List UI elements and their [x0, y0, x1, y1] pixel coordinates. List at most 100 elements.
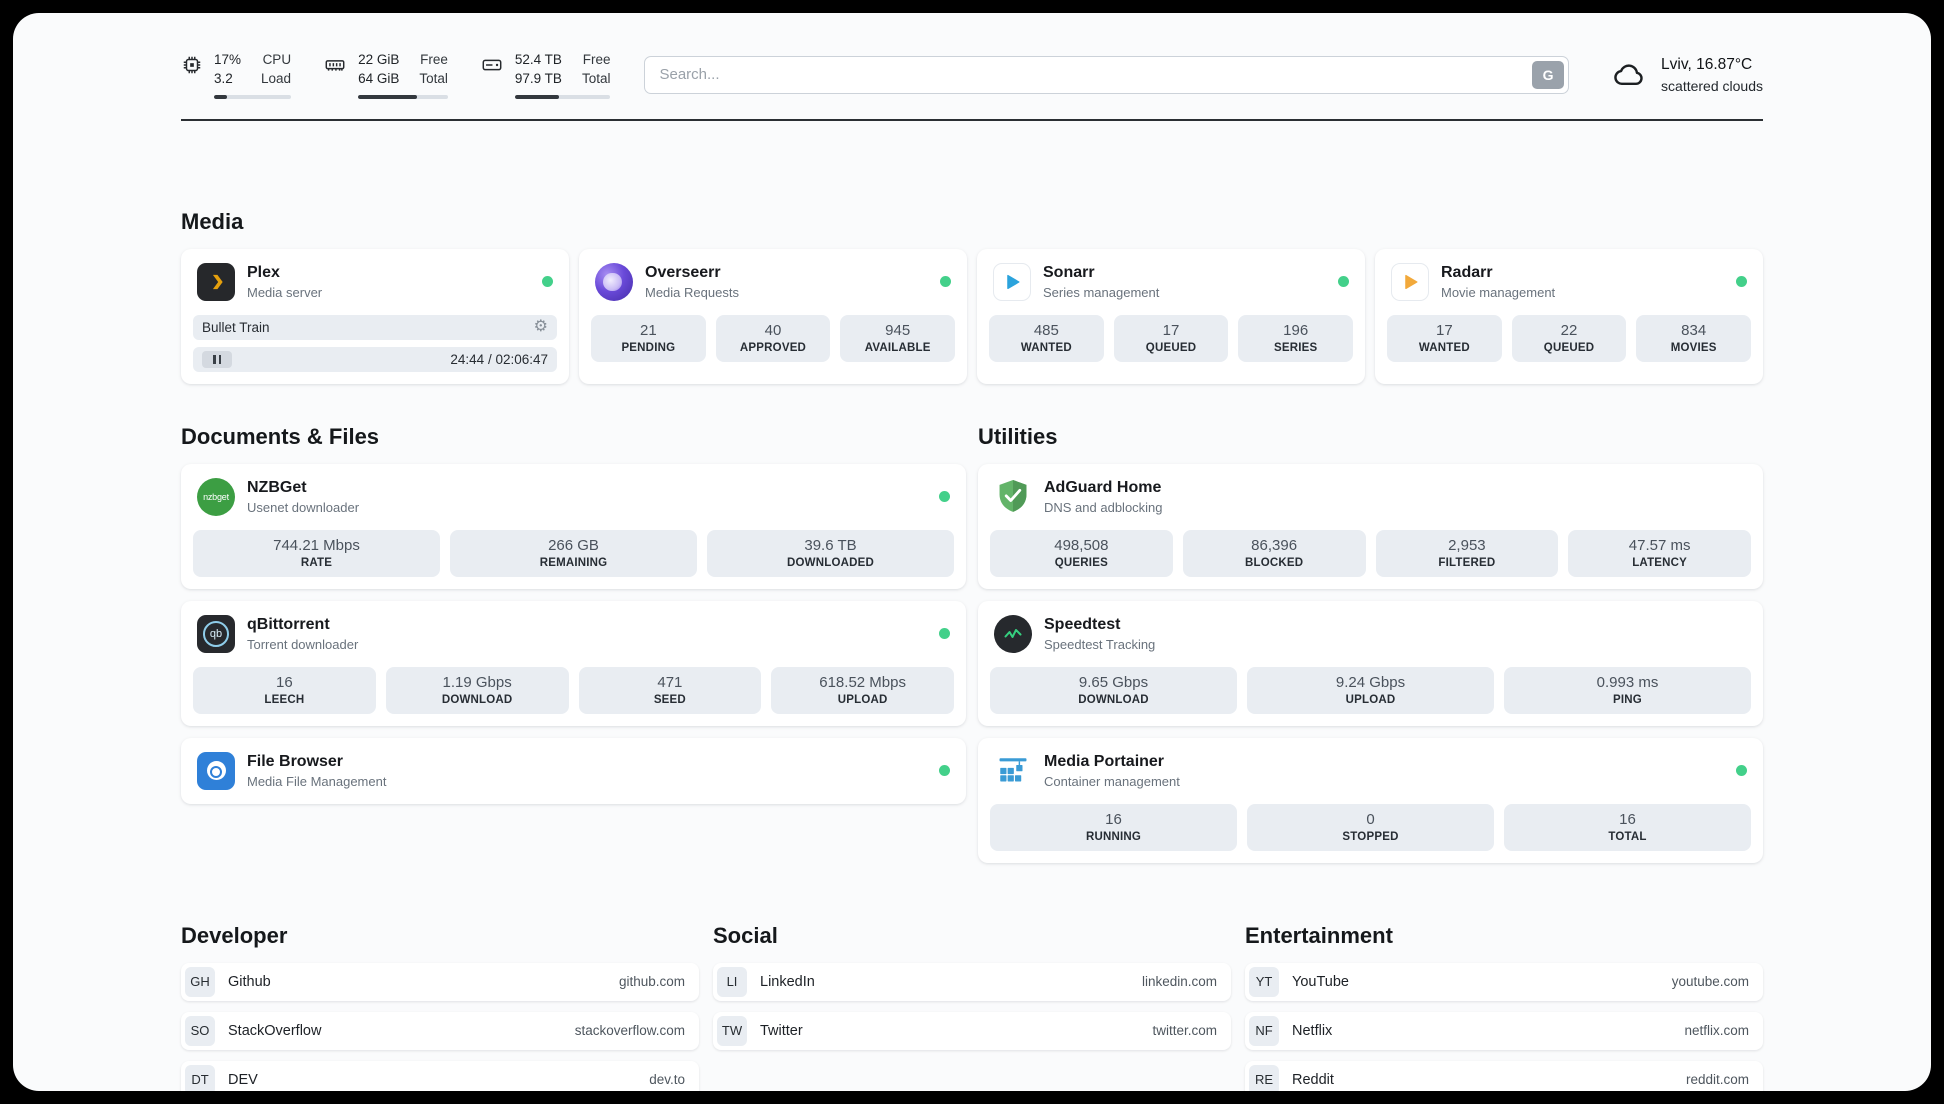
- stat-queued: 22 QUEUED: [1511, 314, 1627, 362]
- bookmark-name: DEV: [228, 1071, 258, 1088]
- column-social: Social LI LinkedIn linkedin.com TW Twitt…: [713, 923, 1231, 1050]
- app-card-plex[interactable]: Plex Media server Bullet Train ⚙ 24:44 /…: [181, 248, 569, 384]
- app-card-radarr[interactable]: Radarr Movie management 17 WANTED 22 QUE…: [1375, 248, 1763, 384]
- stat-label: LATENCY: [1632, 556, 1688, 569]
- stat-value: 945: [885, 321, 911, 339]
- metric-cpu: 17% CPU 3.2 Load: [181, 51, 292, 99]
- app-subtitle: DNS and adblocking: [1044, 500, 1163, 516]
- app-card-qbittorrent[interactable]: qb qBittorrent Torrent downloader 16: [181, 600, 966, 726]
- column-documents: Documents & Files nzbget NZBGet Usenet d…: [181, 424, 966, 804]
- bookmark-abbr: RE: [1249, 1064, 1279, 1091]
- stat-label: LEECH: [264, 693, 305, 706]
- stat-value: 834: [1681, 321, 1707, 339]
- topbar: 17% CPU 3.2 Load: [181, 13, 1763, 99]
- stats-row: 744.21 Mbps RATE 266 GB REMAINING 39.6 T…: [181, 529, 966, 589]
- stat-leech: 16 LEECH: [193, 666, 376, 714]
- sonarr-icon: [993, 262, 1031, 301]
- stat-stopped: 0 STOPPED: [1247, 803, 1494, 851]
- stat-value: 1.19 Gbps: [442, 673, 512, 691]
- app-name: File Browser: [247, 753, 344, 771]
- bookmark-url: netflix.com: [1684, 1023, 1749, 1039]
- bookmark-linkedin[interactable]: LI LinkedIn linkedin.com: [713, 962, 1231, 1001]
- app-card-sonarr[interactable]: Sonarr Series management 485 WANTED 17 Q…: [977, 248, 1365, 384]
- bookmark-abbr: NF: [1249, 1015, 1279, 1046]
- stat-value: 9.65 Gbps: [1078, 673, 1149, 691]
- app-name: Overseerr: [645, 264, 721, 282]
- radarr-icon: [1391, 262, 1429, 301]
- memory-total-label: Total: [419, 70, 448, 86]
- app-subtitle: Usenet downloader: [247, 500, 360, 516]
- stat-ping: 0.993 ms PING: [1504, 666, 1751, 714]
- section-media-title: Media: [181, 208, 244, 234]
- stat-value: 485: [1033, 321, 1059, 339]
- column-developer: Developer GH Github github.com SO StackO…: [181, 923, 699, 1091]
- bookmark-youtube[interactable]: YT YouTube youtube.com: [1245, 962, 1763, 1001]
- bookmark-name: Github: [228, 973, 271, 990]
- stat-label: MOVIES: [1670, 341, 1717, 354]
- bookmark-netflix[interactable]: NF Netflix netflix.com: [1245, 1011, 1763, 1050]
- stat-download: 1.19 Gbps DOWNLOAD: [385, 666, 569, 714]
- app-subtitle: Media Requests: [645, 285, 739, 301]
- search-engine-button[interactable]: G: [1532, 60, 1565, 89]
- bookmark-name: StackOverflow: [228, 1022, 322, 1039]
- dashboard-page: 17% CPU 3.2 Load: [13, 13, 1931, 1091]
- speedtest-icon: [994, 614, 1032, 653]
- stat-value: 16: [1105, 810, 1122, 828]
- topbar-divider: [181, 118, 1763, 121]
- bookmark-twitter[interactable]: TW Twitter twitter.com: [713, 1011, 1231, 1050]
- stat-approved: 40 APPROVED: [715, 314, 831, 362]
- weather-widget: Lviv, 16.87°C scattered clouds: [1611, 54, 1763, 97]
- stat-label: AVAILABLE: [864, 341, 931, 354]
- bookmark-reddit[interactable]: RE Reddit reddit.com: [1245, 1060, 1763, 1091]
- app-card-overseerr[interactable]: Overseerr Media Requests 21 PENDING 40 A…: [579, 248, 967, 384]
- memory-progress-bar: [358, 94, 448, 99]
- portainer-icon: [994, 752, 1032, 790]
- stat-label: DOWNLOAD: [441, 693, 513, 706]
- section-utilities-title: Utilities: [978, 423, 1058, 449]
- stat-label: RUNNING: [1085, 830, 1142, 843]
- stat-label: STOPPED: [1342, 830, 1399, 843]
- disk-progress-bar: [514, 94, 611, 99]
- metric-memory: 22 GiB Free 64 GiB Total: [323, 51, 448, 99]
- app-name: NZBGet: [247, 479, 307, 497]
- stat-label: RATE: [300, 556, 333, 569]
- stats-row: 498,508 QUERIES 86,396 BLOCKED 2,953 FIL…: [978, 529, 1763, 589]
- status-online-dot: [1338, 276, 1349, 288]
- app-card-portainer[interactable]: Media Portainer Container management 16 …: [978, 737, 1763, 863]
- app-card-filebrowser[interactable]: File Browser Media File Management: [181, 737, 966, 804]
- app-name: Plex: [247, 264, 280, 282]
- stat-label: TOTAL: [1608, 830, 1647, 843]
- cpu-progress-bar: [214, 94, 292, 99]
- app-card-adguard[interactable]: AdGuard Home DNS and adblocking 498,508 …: [978, 463, 1763, 589]
- stat-value: 0: [1366, 810, 1375, 828]
- stat-value: 21: [639, 321, 657, 339]
- stat-remaining: 266 GB REMAINING: [450, 529, 697, 577]
- bookmark-stackoverflow[interactable]: SO StackOverflow stackoverflow.com: [181, 1011, 699, 1050]
- app-card-speedtest[interactable]: Speedtest Speedtest Tracking 9.65 Gbps D…: [978, 600, 1763, 726]
- app-subtitle: Media File Management: [247, 774, 387, 790]
- app-name: AdGuard Home: [1044, 479, 1162, 497]
- stat-value: 16: [276, 673, 293, 691]
- gear-icon[interactable]: ⚙: [533, 318, 548, 336]
- cpu-usage-label: CPU: [262, 52, 292, 67]
- pause-button[interactable]: [202, 350, 232, 368]
- section-social-title: Social: [713, 922, 778, 948]
- bookmark-github[interactable]: GH Github github.com: [181, 962, 699, 1001]
- app-card-nzbget[interactable]: nzbget NZBGet Usenet downloader 744.21 M…: [181, 463, 966, 589]
- bookmark-dev[interactable]: DT DEV dev.to: [181, 1060, 699, 1091]
- stat-available: 945 AVAILABLE: [840, 314, 956, 362]
- search-input[interactable]: [644, 55, 1570, 94]
- stat-rate: 744.21 Mbps RATE: [193, 529, 440, 577]
- stat-wanted: 17 WANTED: [1387, 314, 1502, 362]
- stat-value: 47.57 ms: [1628, 536, 1691, 554]
- bookmark-url: dev.to: [649, 1072, 685, 1088]
- bookmark-name: YouTube: [1292, 973, 1349, 990]
- app-name: Speedtest: [1044, 616, 1121, 634]
- section-entertainment-title: Entertainment: [1245, 922, 1393, 948]
- bookmark-abbr: LI: [717, 966, 747, 997]
- bookmark-name: Netflix: [1292, 1022, 1333, 1039]
- bookmark-abbr: SO: [185, 1015, 215, 1046]
- memory-total-value: 64 GiB: [358, 70, 400, 86]
- stat-label: WANTED: [1020, 341, 1072, 354]
- cpu-load-label: Load: [261, 70, 292, 86]
